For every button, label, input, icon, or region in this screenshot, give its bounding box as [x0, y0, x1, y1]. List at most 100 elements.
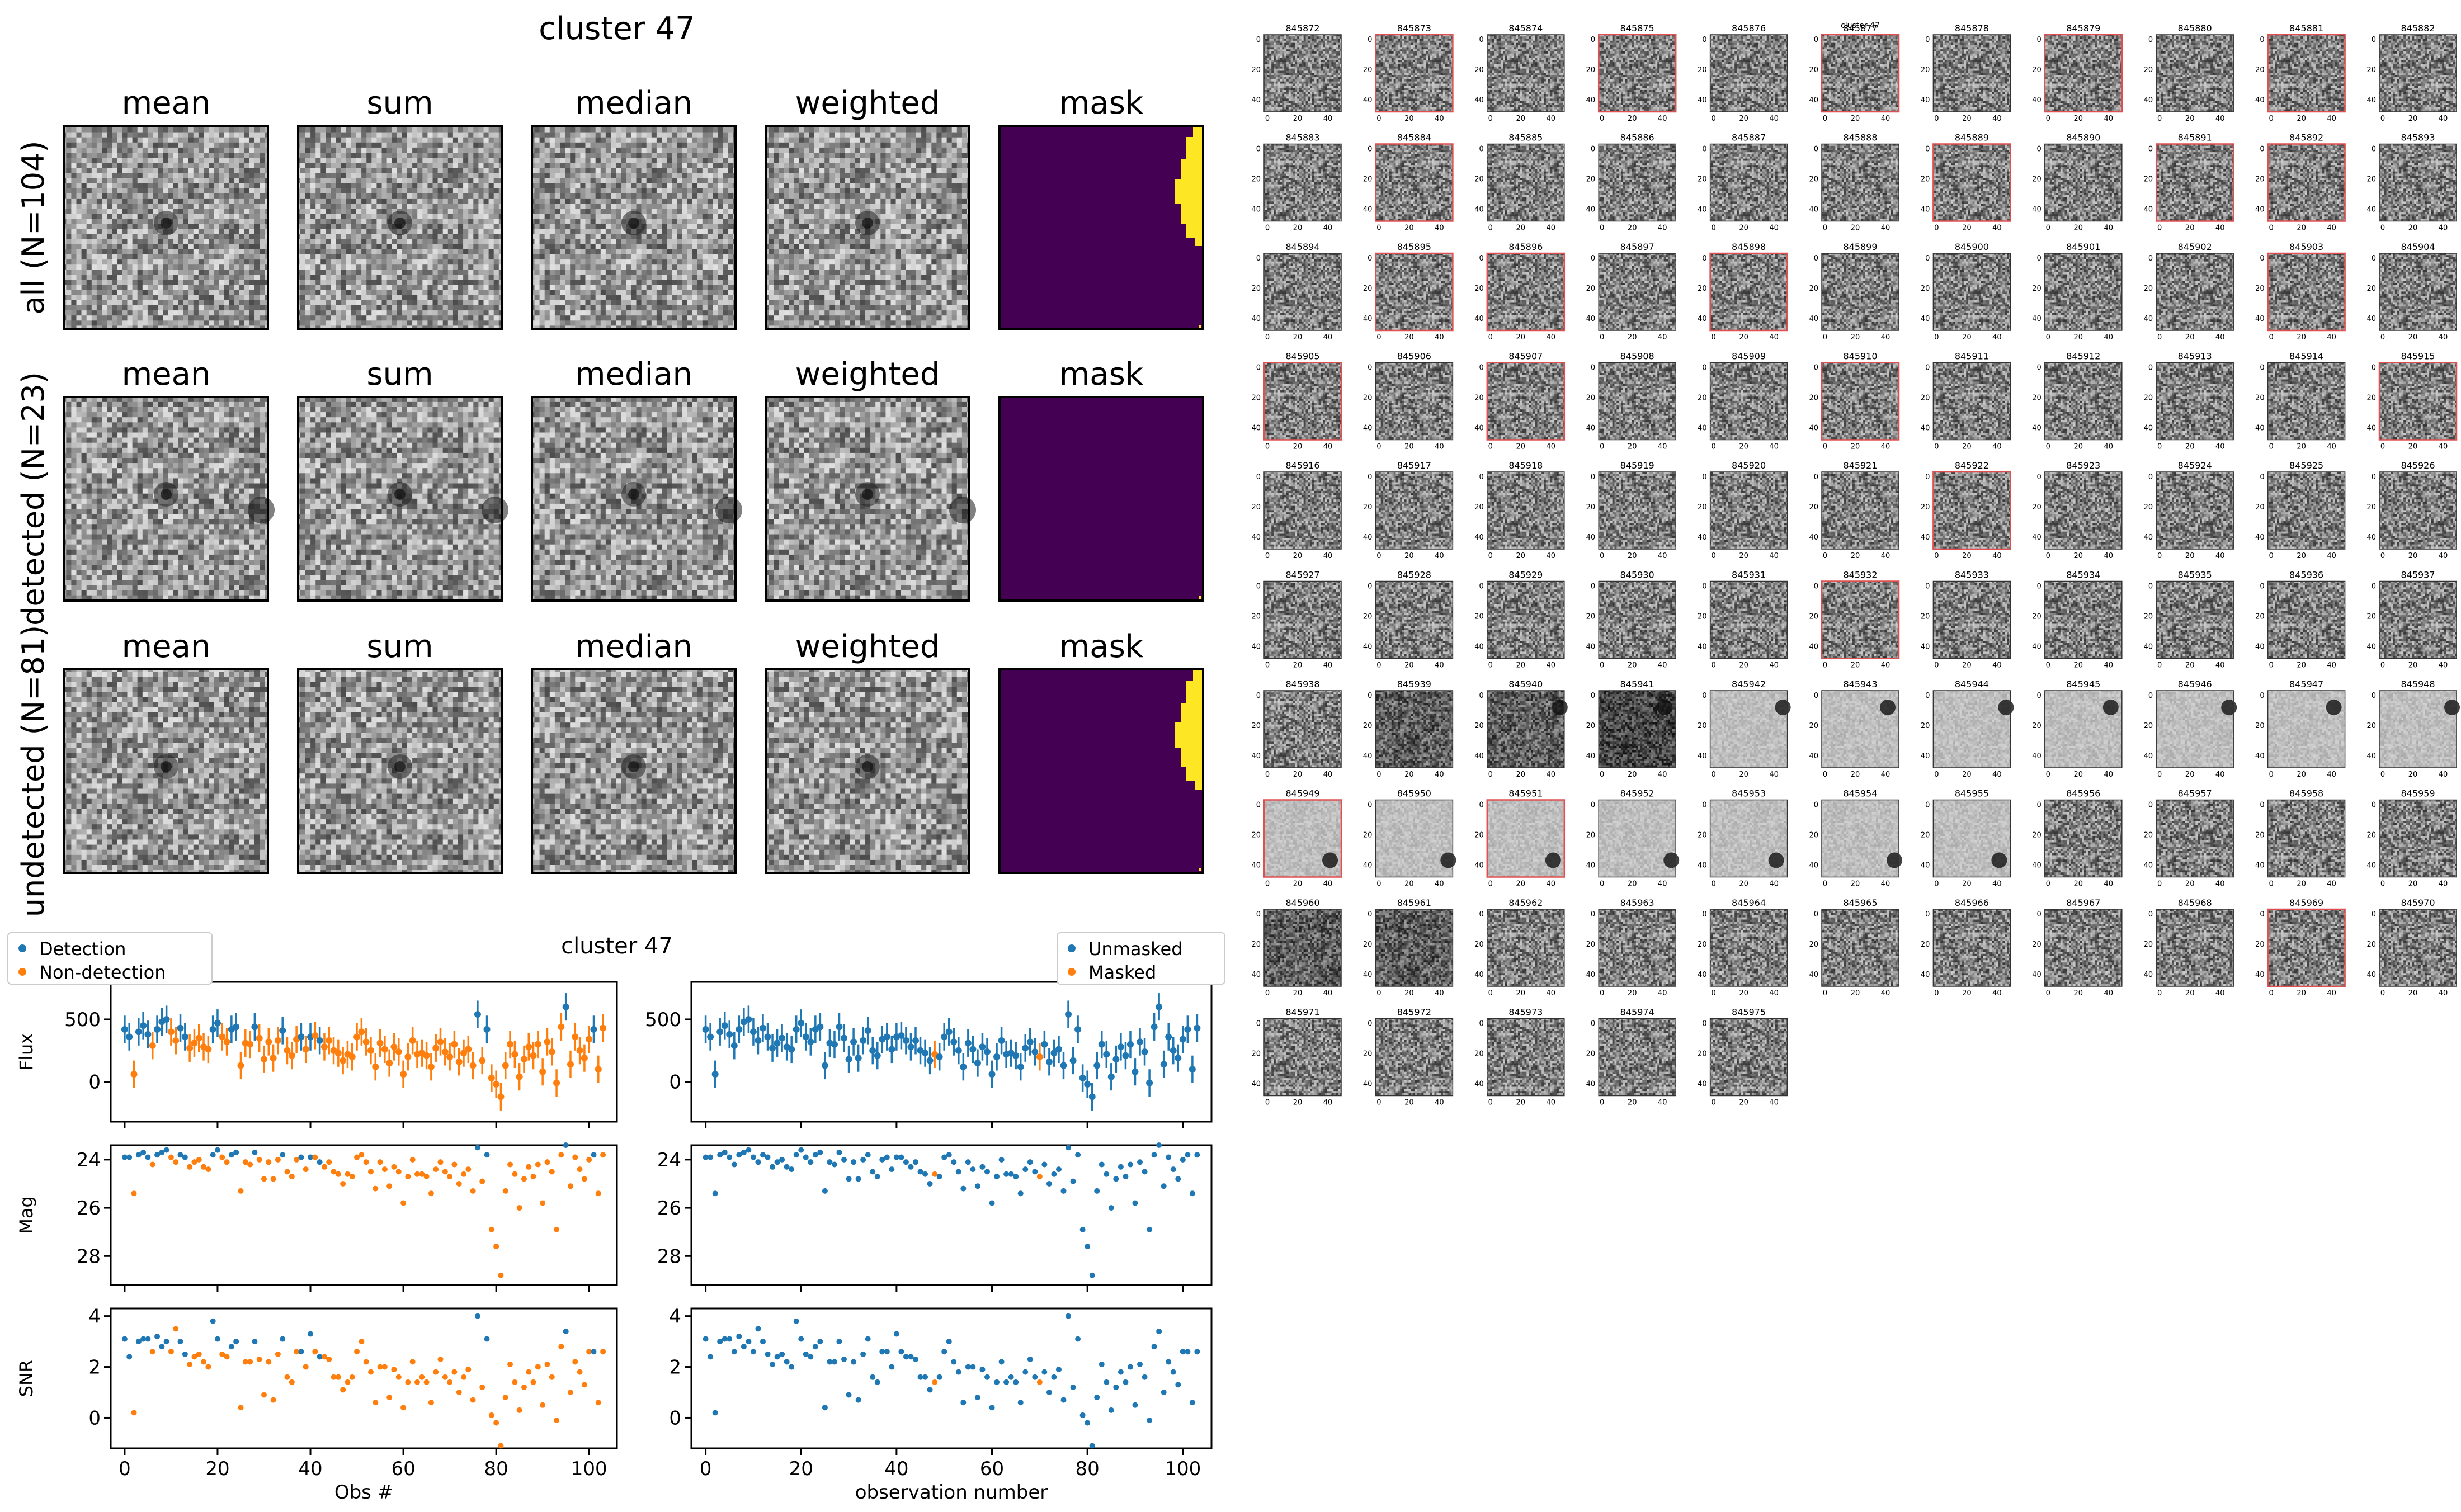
data-point — [540, 1402, 546, 1408]
thumbnail-frame — [1709, 143, 1788, 222]
thumbnail-x-tick: 0 — [2380, 552, 2385, 560]
thumbnail-x-tick: 20 — [1628, 771, 1637, 779]
thumbnail-y-tick: 40 — [1251, 862, 1261, 870]
mask-image — [1000, 669, 1203, 873]
data-point — [326, 1356, 332, 1362]
data-point — [312, 1154, 318, 1160]
thumbnail-image — [2044, 35, 2122, 112]
thumbnail-frame — [2156, 580, 2234, 659]
data-point — [144, 1031, 152, 1038]
data-point — [590, 1026, 597, 1033]
data-point — [736, 1152, 742, 1158]
data-point — [1151, 1344, 1157, 1350]
thumbnail-frame — [2044, 362, 2123, 441]
data-point — [922, 1374, 928, 1380]
thumbnail-y-tick: 40 — [2255, 315, 2265, 323]
thumbnail-x-tick: 40 — [1992, 333, 2002, 342]
thumbnail-y-tick: 20 — [1363, 394, 1373, 403]
y-axis-label: SNR — [16, 1360, 37, 1397]
thumbnail-y-tick: 20 — [1251, 176, 1261, 184]
data-point — [1026, 1038, 1034, 1046]
data-point — [149, 1349, 155, 1355]
thumbnail-x-tick: 40 — [1323, 443, 1333, 451]
thumbnail-image — [1599, 1018, 1676, 1096]
thumbnail-y-tick: 40 — [1251, 533, 1261, 542]
thumbnail-x-tick: 0 — [2046, 333, 2050, 342]
thumbnail-image — [1710, 691, 1788, 768]
thumbnail-y-tick: 20 — [1251, 831, 1261, 840]
thumbnail-x-tick: 0 — [1488, 115, 1493, 123]
thumbnail-x-tick: 40 — [2104, 333, 2114, 342]
thumbnail-x-tick: 20 — [1293, 662, 1303, 670]
data-point — [1194, 1349, 1200, 1355]
thumbnail-frame — [1263, 34, 1342, 112]
data-point — [586, 1349, 592, 1355]
thumbnail-y-tick: 40 — [1363, 862, 1373, 870]
data-point — [177, 1024, 184, 1032]
thumbnail-y-tick: 20 — [2032, 66, 2042, 74]
data-point — [793, 1318, 799, 1324]
thumbnail-y-tick: 20 — [1251, 722, 1261, 730]
data-point — [256, 1156, 262, 1163]
thumbnail-y-tick: 0 — [1256, 145, 1261, 154]
thumbnail-label: 845966 — [1955, 897, 1989, 908]
thumbnail-y-tick: 40 — [1363, 315, 1373, 323]
data-point — [288, 1052, 295, 1059]
thumbnail-label: 845952 — [1620, 788, 1654, 799]
data-point — [428, 1400, 434, 1406]
thumbnail-frame — [2267, 690, 2346, 768]
data-point — [260, 1056, 267, 1063]
data-point — [294, 1349, 300, 1355]
data-point — [544, 1038, 551, 1046]
thumbnail-x-tick: 40 — [2104, 443, 2114, 451]
data-point — [395, 1048, 402, 1055]
thumbnail-frame — [1932, 580, 2011, 659]
data-point — [1098, 1041, 1105, 1048]
data-point — [922, 1171, 928, 1177]
thumbnail-y-tick: 20 — [1586, 176, 1596, 184]
thumbnail-x-tick: 0 — [2380, 333, 2385, 342]
data-point — [831, 1161, 837, 1168]
data-point — [228, 1344, 234, 1350]
data-point — [247, 1041, 254, 1048]
thumbnail-y-tick: 20 — [1586, 66, 1596, 74]
thumbnail-x-tick: 0 — [1711, 443, 1715, 451]
y-tick-label: 500 — [645, 1009, 681, 1031]
data-point — [764, 1033, 771, 1041]
thumbnail-frame-flagged — [2267, 143, 2346, 222]
thumbnail-image — [1933, 35, 2011, 112]
data-point — [149, 1042, 156, 1049]
data-point — [1175, 1055, 1182, 1062]
thumbnail-frame-flagged — [1375, 34, 1454, 113]
data-point — [750, 1349, 756, 1355]
thumbnail-y-tick: 0 — [1591, 36, 1595, 44]
data-point — [479, 1057, 486, 1064]
thumbnail-x-tick: 0 — [1600, 771, 1604, 779]
thumbnail-x-tick: 0 — [1600, 989, 1604, 998]
thumbnail-x-tick: 20 — [1962, 880, 1972, 889]
thumbnail-label: 845920 — [1732, 460, 1766, 471]
thumbnail-frame — [2044, 143, 2123, 222]
thumbnail-y-tick: 20 — [1809, 394, 1818, 403]
thumbnail-label: 845918 — [1508, 460, 1543, 471]
bright-source — [1552, 700, 1568, 715]
thumbnail-image — [1822, 362, 1899, 440]
thumbnail-frame — [1598, 799, 1676, 878]
thumbnail-image — [1375, 362, 1453, 440]
thumbnail-x-tick: 40 — [2439, 662, 2448, 670]
row-label: detected (N=23) — [16, 372, 51, 626]
thumbnail-image — [1487, 691, 1564, 768]
stack-source-core — [862, 489, 873, 500]
thumbnail-x-tick: 40 — [1547, 880, 1556, 889]
data-point — [317, 1354, 323, 1360]
thumbnail-y-tick: 40 — [2144, 315, 2153, 323]
data-point — [846, 1392, 852, 1398]
thumbnail-x-tick: 20 — [1628, 880, 1637, 889]
data-point — [1161, 1390, 1167, 1395]
thumbnail-frame — [2379, 471, 2457, 550]
